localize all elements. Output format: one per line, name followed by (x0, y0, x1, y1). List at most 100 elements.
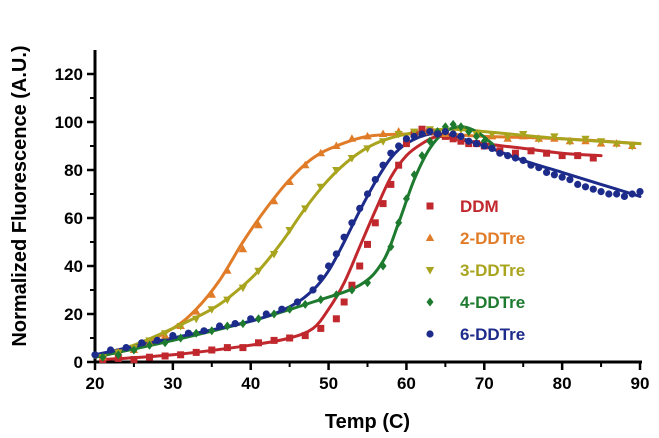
point-4-ddtre (223, 321, 231, 331)
point-6-ddtre (589, 185, 597, 193)
point-4-ddtre (177, 333, 185, 343)
point-2-ddtre (285, 177, 294, 185)
point-6-ddtre (122, 344, 130, 352)
y-tick-label: 80 (64, 161, 83, 180)
point-2-ddtre (363, 131, 372, 140)
legend-marker-6-ddtre (426, 330, 434, 338)
point-6-ddtre (387, 149, 395, 157)
point-6-ddtre (340, 233, 348, 241)
point-6-ddtre (449, 130, 457, 138)
point-6-ddtre (628, 190, 636, 198)
point-6-ddtre (184, 329, 193, 337)
point-ddm (356, 262, 364, 270)
point-6-ddtre (293, 298, 302, 306)
point-6-ddtre (511, 154, 520, 162)
point-ddm (146, 353, 153, 361)
point-3-ddtre (581, 135, 590, 144)
point-6-ddtre (200, 327, 208, 335)
point-6-ddtre (324, 262, 333, 270)
point-3-ddtre (269, 251, 279, 259)
point-3-ddtre (223, 296, 232, 305)
point-4-ddtre (270, 309, 278, 319)
point-6-ddtre (535, 164, 543, 172)
point-6-ddtre (169, 332, 177, 340)
point-4-ddtre (239, 319, 247, 329)
point-ddm (130, 356, 138, 364)
legend-label-4-ddtre: 4-DDTre (460, 293, 525, 312)
point-4-ddtre (348, 285, 356, 295)
x-tick-label: 20 (86, 374, 105, 393)
point-6-ddtre (504, 152, 512, 160)
point-3-ddtre (628, 143, 637, 151)
point-6-ddtre (613, 190, 621, 198)
point-ddm (574, 152, 582, 160)
point-4-ddtre (418, 151, 426, 161)
point-2-ddtre (192, 307, 201, 315)
point-4-ddtre (114, 350, 122, 360)
point-4-ddtre (161, 338, 169, 348)
point-ddm (340, 298, 348, 306)
point-ddm (332, 315, 340, 323)
point-3-ddtre (394, 131, 403, 139)
point-3-ddtre (160, 330, 170, 338)
point-3-ddtre (503, 133, 512, 141)
point-3-ddtre (347, 155, 357, 163)
y-tick-label: 120 (55, 65, 83, 84)
point-ddm (161, 352, 169, 360)
point-ddm (192, 348, 200, 356)
legend: DDM 2-DDTre 3-DDTre 4-DDTre 6-DDTre (425, 197, 525, 344)
point-6-ddtre (465, 137, 473, 145)
point-6-ddtre (138, 339, 146, 347)
point-6-ddtre (395, 142, 403, 150)
point-6-ddtre (550, 171, 558, 179)
point-ddm (379, 200, 387, 208)
point-ddm (371, 219, 379, 227)
point-ddm (543, 149, 551, 157)
point-6-ddtre (317, 274, 325, 282)
point-3-ddtre (207, 306, 216, 314)
point-ddm (348, 281, 356, 289)
point-4-ddtre (364, 278, 371, 288)
legend-marker-2-ddtre (425, 233, 435, 241)
point-6-ddtre (348, 219, 356, 227)
point-3-ddtre (410, 128, 419, 137)
point-4-ddtre (449, 119, 457, 129)
point-4-ddtre (208, 326, 216, 336)
point-2-ddtre (223, 266, 232, 274)
point-6-ddtre (496, 149, 504, 157)
point-ddm (387, 180, 395, 188)
point-6-ddtre (332, 250, 340, 258)
legend-marker-4-ddtre (426, 297, 434, 307)
point-4-ddtre (301, 299, 309, 309)
point-3-ddtre (238, 284, 248, 293)
point-6-ddtre (605, 190, 613, 198)
point-ddm (317, 324, 325, 332)
point-ddm (255, 339, 262, 347)
point-ddm (457, 137, 465, 145)
point-6-ddtre (231, 320, 239, 328)
point-6-ddtre (542, 168, 551, 176)
point-4-ddtre (379, 261, 387, 271)
point-6-ddtre (402, 135, 411, 143)
point-3-ddtre (363, 145, 372, 153)
point-2-ddtre (269, 196, 279, 205)
point-6-ddtre (247, 315, 255, 323)
data-points (91, 119, 644, 364)
point-3-ddtre (550, 133, 559, 141)
point-ddm (270, 336, 278, 344)
point-6-ddtre (262, 310, 270, 318)
point-6-ddtre (91, 351, 99, 359)
point-2-ddtre (301, 160, 310, 169)
point-ddm (418, 125, 426, 133)
point-2-ddtre (316, 148, 325, 157)
point-3-ddtre (176, 323, 185, 331)
y-tick-label: 40 (64, 257, 83, 276)
point-3-ddtre (378, 138, 388, 146)
point-ddm (177, 351, 185, 359)
y-tick-label: 20 (64, 305, 83, 324)
point-3-ddtre (301, 205, 310, 213)
point-6-ddtre (574, 180, 582, 188)
point-4-ddtre (473, 131, 480, 141)
point-2-ddtre (254, 220, 263, 229)
